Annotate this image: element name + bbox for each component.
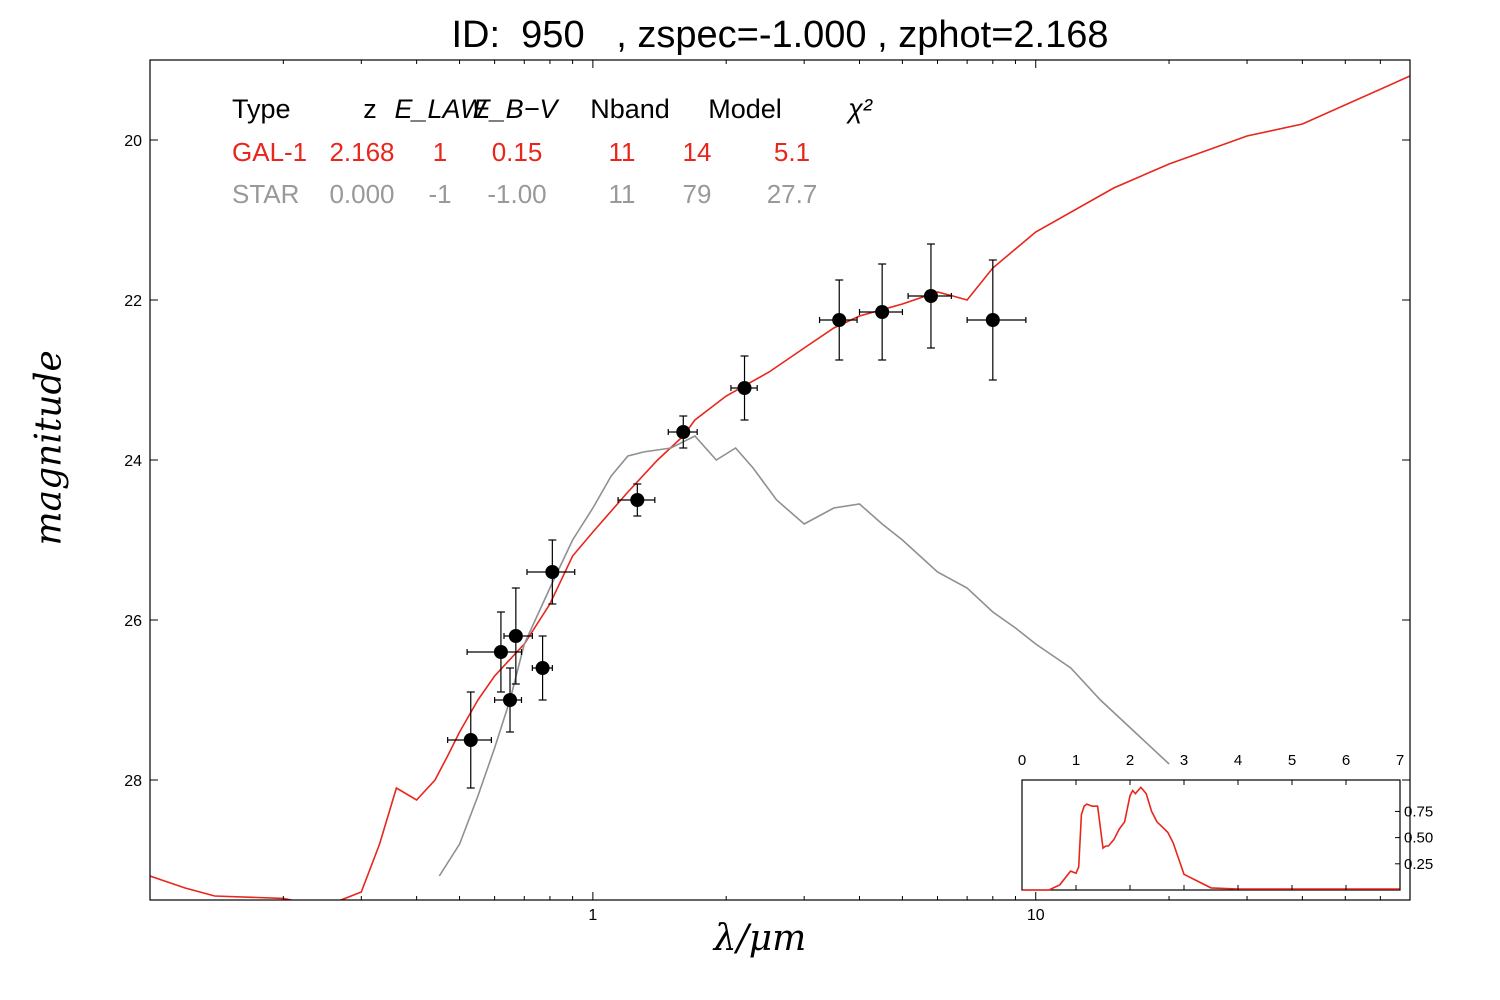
legend-cell: 2.168 xyxy=(329,137,394,167)
legend-cell: 79 xyxy=(683,179,712,209)
data-marker xyxy=(985,313,1000,327)
inset-pdz-line xyxy=(1022,786,1400,891)
photometry-points xyxy=(447,243,1027,789)
y-tick-label: 20 xyxy=(124,133,142,150)
data-point xyxy=(617,483,656,517)
data-marker xyxy=(737,381,752,395)
data-marker xyxy=(923,289,938,303)
chart-title: ID: 950 , zspec=-1.000 , zphot=2.168 xyxy=(451,14,1109,56)
inset-x-tick-label: 7 xyxy=(1396,752,1404,769)
legend-header: Type xyxy=(232,94,291,124)
data-marker xyxy=(875,305,890,319)
inset-frame xyxy=(1021,779,1401,891)
inset-y-tick-label: 0.50 xyxy=(1404,830,1433,847)
legend-cell: 11 xyxy=(609,179,636,209)
legend-cell: 11 xyxy=(609,137,636,167)
series-line-gal-1 xyxy=(150,75,1410,900)
legend-cell: 27.7 xyxy=(767,179,818,209)
inset-x-tick-label: 6 xyxy=(1342,752,1350,769)
data-point xyxy=(966,259,1027,381)
legend-header: Nband xyxy=(590,94,670,124)
inset-x-tick-label: 1 xyxy=(1072,752,1080,769)
legend-cell: 1 xyxy=(433,137,447,167)
legend-cell: GAL-1 xyxy=(232,137,307,167)
x-axis-label: λ/μm xyxy=(713,918,807,959)
data-marker xyxy=(545,565,560,579)
legend-header: Model xyxy=(708,94,782,124)
data-marker xyxy=(503,693,518,707)
y-tick-label: 24 xyxy=(124,453,142,470)
data-marker xyxy=(508,629,523,643)
series-line-star xyxy=(438,435,1170,877)
inset-y-tick-label: 0.75 xyxy=(1404,803,1433,820)
legend-cell: 0.15 xyxy=(492,137,543,167)
plot-frame xyxy=(149,59,1411,901)
legend-header: E_B−V xyxy=(473,94,561,124)
legend-cell: 5.1 xyxy=(774,137,810,167)
inset-x-tick-label: 5 xyxy=(1288,752,1296,769)
legend-cell: STAR xyxy=(232,179,299,209)
data-marker xyxy=(493,645,508,659)
data-point xyxy=(907,243,952,349)
data-point xyxy=(503,587,533,685)
inset-x-tick-label: 0 xyxy=(1018,752,1026,769)
y-tick-label: 26 xyxy=(124,613,142,630)
legend-cell: 14 xyxy=(683,137,712,167)
data-point xyxy=(526,539,576,605)
inset-x-tick-label: 3 xyxy=(1180,752,1188,769)
data-point xyxy=(858,263,904,361)
data-point xyxy=(466,611,523,693)
data-point xyxy=(818,279,858,361)
y-tick-label: 28 xyxy=(124,773,142,790)
legend-cell: -1 xyxy=(428,179,451,209)
series-group xyxy=(150,75,1410,900)
inset-x-tick-label: 4 xyxy=(1234,752,1242,769)
x-tick-label: 1 xyxy=(588,907,597,924)
data-point xyxy=(730,355,758,421)
legend-header: E_LAW xyxy=(394,94,488,124)
data-marker xyxy=(832,313,847,327)
y-tick-label: 22 xyxy=(124,293,142,310)
legend-cell: -1.00 xyxy=(487,179,546,209)
legend-header: z xyxy=(363,94,377,124)
data-marker xyxy=(630,493,645,507)
data-marker xyxy=(463,733,478,747)
data-point xyxy=(494,667,523,733)
data-point xyxy=(667,415,698,449)
legend-cell: 0.000 xyxy=(329,179,394,209)
data-marker xyxy=(676,425,691,439)
inset-x-tick-label: 2 xyxy=(1126,752,1134,769)
data-marker xyxy=(535,661,550,675)
pdz-inset: 0 1 2 3 4 5 6 7 0.25 0.50 0.75 xyxy=(1018,752,1433,891)
data-point xyxy=(447,691,492,789)
x-tick-label: 10 xyxy=(1027,907,1045,924)
legend-header: χ² xyxy=(846,94,873,124)
inset-y-tick-label: 0.25 xyxy=(1404,856,1433,873)
data-point xyxy=(531,635,553,701)
